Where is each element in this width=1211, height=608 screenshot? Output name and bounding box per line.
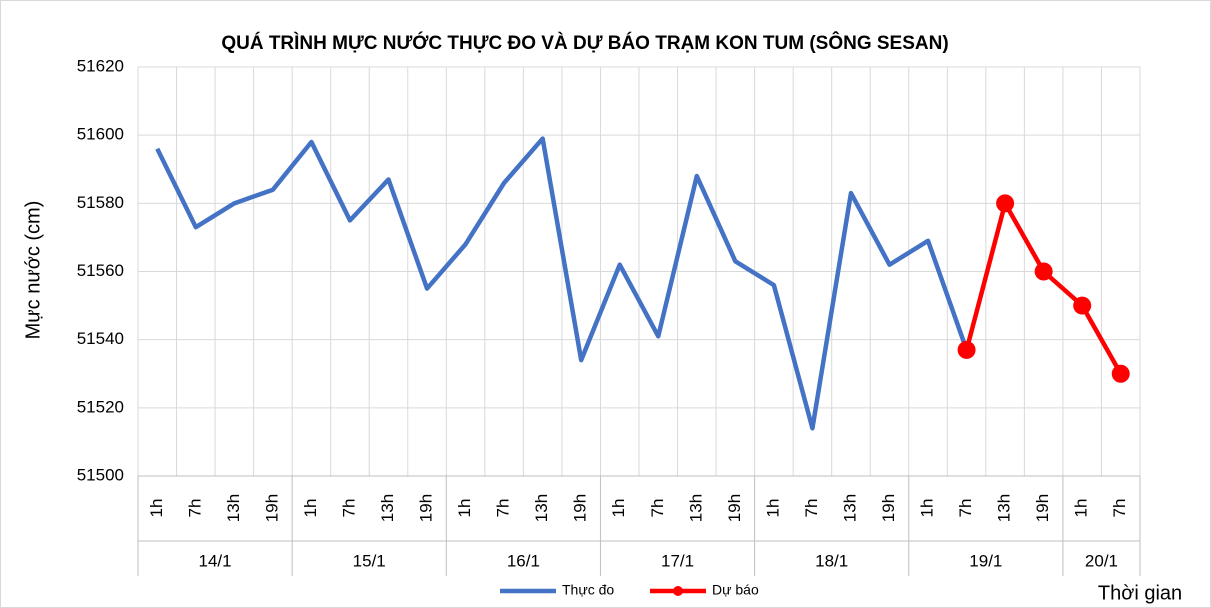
legend-label: Dự báo (712, 582, 759, 598)
series-marker (1111, 364, 1130, 383)
x-tick-label: 13h (378, 494, 397, 522)
x-tick-label: 1h (763, 499, 782, 518)
y-axis-title: Mực nước (cm) (22, 201, 44, 340)
series-marker (957, 340, 976, 359)
x-tick-label: 19h (417, 494, 436, 522)
x-tick-label: 1h (301, 499, 320, 518)
series-line (155, 136, 969, 431)
x-tick-label: 13h (224, 494, 243, 522)
x-tick-label: 13h (532, 494, 551, 522)
x-tick-label: 7h (802, 499, 821, 518)
x-axis-title: Thời gian (1098, 582, 1182, 604)
y-tick-label: 51500 (77, 465, 124, 484)
x-tick-label: 7h (956, 499, 975, 518)
x-tick-label: 13h (995, 494, 1014, 522)
group-label: 20/1 (1085, 551, 1118, 570)
x-tick-label: 7h (1110, 499, 1129, 518)
group-label: 17/1 (661, 551, 694, 570)
y-tick-label: 51620 (77, 56, 124, 75)
x-tick-label: 1h (455, 499, 474, 518)
x-tick-label: 19h (879, 494, 898, 522)
chart-title: QUÁ TRÌNH MỰC NƯỚC THỰC ĐO VÀ DỰ BÁO TRẠ… (221, 32, 948, 54)
x-tick-label: 19h (571, 494, 590, 522)
y-tick-label: 51580 (77, 193, 124, 212)
x-tick-label: 1h (918, 499, 937, 518)
y-tick-label: 51540 (77, 329, 124, 348)
group-label: 15/1 (353, 551, 386, 570)
series-marker (1073, 296, 1092, 315)
legend-marker (673, 586, 683, 596)
x-tick-label: 19h (1033, 494, 1052, 522)
x-tick-label: 1h (147, 499, 166, 518)
y-tick-label: 51600 (77, 125, 124, 144)
x-tick-label: 7h (494, 499, 513, 518)
x-tick-label: 7h (339, 499, 358, 518)
y-tick-label: 51560 (77, 261, 124, 280)
group-label: 14/1 (199, 551, 232, 570)
group-label: 19/1 (969, 551, 1002, 570)
legend-label: Thực đo (562, 582, 614, 598)
x-tick-label: 1h (1072, 499, 1091, 518)
group-label: 18/1 (815, 551, 848, 570)
x-tick-label: 13h (840, 494, 859, 522)
series-marker (1034, 262, 1053, 281)
x-tick-label: 13h (686, 494, 705, 522)
y-tick-label: 51520 (77, 397, 124, 416)
x-tick-label: 1h (609, 499, 628, 518)
x-tick-label: 19h (725, 494, 744, 522)
x-tick-label: 19h (262, 494, 281, 522)
x-tick-label: 7h (185, 499, 204, 518)
series-marker (996, 194, 1015, 213)
group-label: 16/1 (507, 551, 540, 570)
x-tick-label: 7h (648, 499, 667, 518)
